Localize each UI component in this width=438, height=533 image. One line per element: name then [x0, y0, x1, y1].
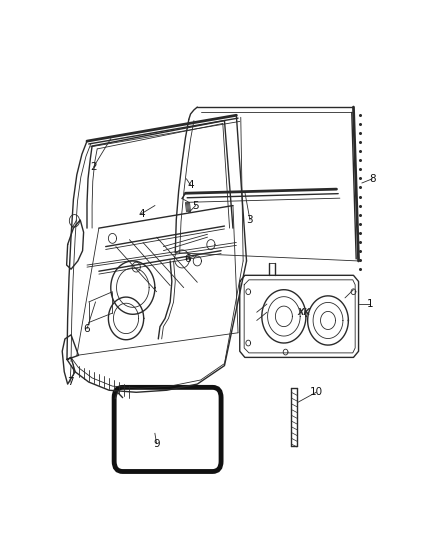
- Text: 10: 10: [310, 387, 323, 397]
- Text: 6: 6: [184, 254, 191, 264]
- Text: 8: 8: [369, 174, 375, 184]
- Text: 2: 2: [91, 161, 97, 172]
- Text: 6: 6: [84, 324, 90, 334]
- Text: XK: XK: [298, 308, 311, 317]
- FancyBboxPatch shape: [114, 387, 221, 472]
- Text: 3: 3: [247, 215, 253, 225]
- Text: 7: 7: [67, 377, 73, 387]
- Text: 5: 5: [192, 200, 199, 211]
- Text: 1: 1: [367, 299, 374, 309]
- Text: 4: 4: [138, 209, 145, 219]
- Text: 9: 9: [153, 439, 160, 449]
- Text: 4: 4: [187, 180, 194, 190]
